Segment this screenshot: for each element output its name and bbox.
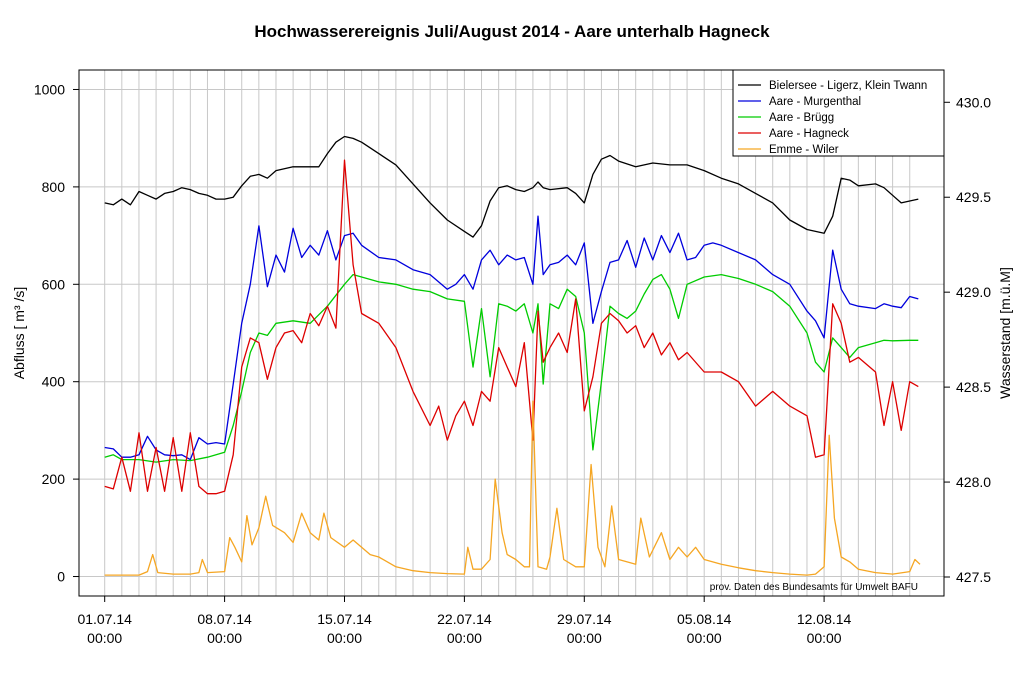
x-tick-label-time: 00:00 xyxy=(807,630,842,646)
chart-title: Hochwasserereignis Juli/August 2014 - Aa… xyxy=(254,22,770,41)
y-left-tick-label: 1000 xyxy=(34,81,65,97)
y-right-tick-label: 429.0 xyxy=(956,284,991,300)
series-line-aare-br-gg xyxy=(104,273,919,463)
series-layer xyxy=(104,135,921,576)
x-tick-label-date: 01.07.14 xyxy=(77,611,132,627)
y-axis-right-title: Wasserstand [m.ü.M] xyxy=(997,267,1013,399)
y-right-tick-label: 430.0 xyxy=(956,94,991,110)
y-right-tick-label: 429.5 xyxy=(956,189,991,205)
x-tick-label-time: 00:00 xyxy=(207,630,242,646)
x-tick-label-time: 00:00 xyxy=(687,630,722,646)
y-left-tick-label: 400 xyxy=(42,374,66,390)
series-line-aare-murgenthal xyxy=(104,215,919,461)
y-left-tick-label: 800 xyxy=(42,179,66,195)
x-tick-label-time: 00:00 xyxy=(87,630,122,646)
x-tick-label-date: 05.08.14 xyxy=(677,611,732,627)
legend-box xyxy=(732,69,945,157)
legend-label: Emme - Wiler xyxy=(769,144,839,156)
y-right-tick-label: 428.5 xyxy=(956,379,991,395)
data-source-credit: prov. Daten des Bundesamts für Umwelt BA… xyxy=(710,582,918,593)
x-tick-label-date: 15.07.14 xyxy=(317,611,372,627)
legend-label: Bielersee - Ligerz, Klein Twann xyxy=(769,80,927,92)
x-tick-label-date: 12.08.14 xyxy=(797,611,852,627)
x-tick-label-time: 00:00 xyxy=(327,630,362,646)
x-tick-label-date: 22.07.14 xyxy=(437,611,492,627)
x-tick-label-date: 08.07.14 xyxy=(197,611,252,627)
series-line-bielersee-ligerz-klein-twann xyxy=(104,135,919,238)
legend-label: Aare - Murgenthal xyxy=(769,96,861,108)
series-line-aare-hagneck xyxy=(104,159,919,495)
y-left-tick-label: 600 xyxy=(42,276,66,292)
y-right-tick-label: 428.0 xyxy=(956,474,991,490)
legend-label: Aare - Brügg xyxy=(769,112,834,124)
x-tick-label-time: 00:00 xyxy=(567,630,602,646)
y-left-tick-label: 0 xyxy=(57,569,65,585)
plot-frame xyxy=(78,69,945,597)
axis-layer: 0 200 400 600 800 1000 427.5 428.0 428.5 429.0 429… xyxy=(11,81,1013,646)
x-tick-label-date: 29.07.14 xyxy=(557,611,612,627)
y-left-tick-label: 200 xyxy=(42,471,66,487)
x-tick-label-time: 00:00 xyxy=(447,630,482,646)
series-line-emme-wiler xyxy=(104,400,921,576)
legend-label: Aare - Hagneck xyxy=(769,128,849,140)
y-right-tick-label: 427.5 xyxy=(956,569,991,585)
legend: Bielersee - Ligerz, Klein Twann Aare - Mu… xyxy=(732,69,945,157)
y-axis-left-title: Abfluss [ m³ /s] xyxy=(11,287,27,380)
